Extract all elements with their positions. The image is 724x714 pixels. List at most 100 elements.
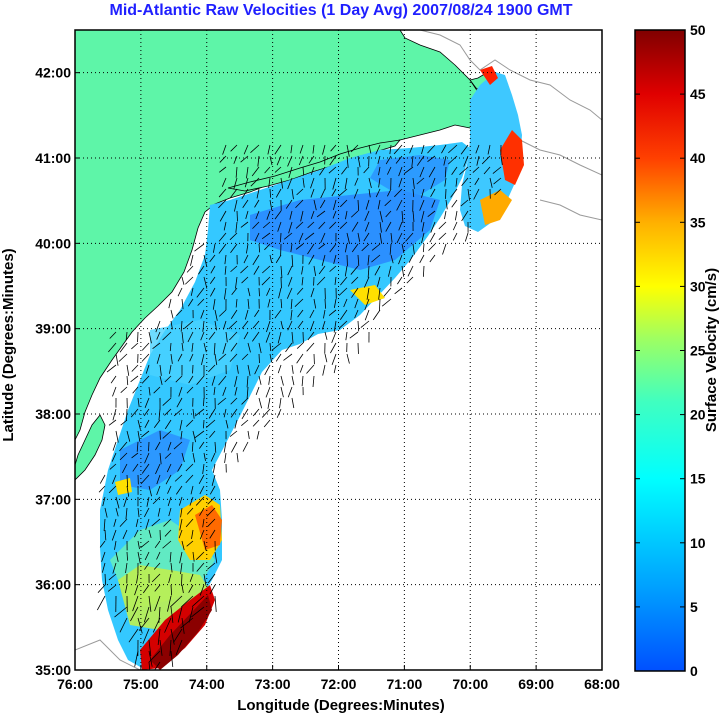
velocity-arrow: [287, 177, 293, 190]
colorbar-tick-label: 35: [690, 214, 706, 230]
velocity-arrow: [320, 188, 326, 199]
velocity-arrow: [206, 419, 216, 428]
velocity-arrow: [351, 276, 359, 284]
velocity-arrow: [280, 386, 284, 398]
velocity-arrow: [234, 375, 238, 387]
velocity-arrow: [430, 221, 436, 233]
velocity-arrow: [427, 210, 436, 218]
velocity-arrow: [405, 232, 414, 242]
velocity-arrow: [377, 155, 381, 164]
velocity-arrow: [368, 144, 372, 154]
velocity-arrow: [338, 188, 348, 197]
velocity-arrow: [166, 463, 172, 473]
velocity-arrow: [202, 320, 205, 332]
velocity-arrow: [169, 551, 172, 563]
velocity-arrow: [324, 331, 328, 340]
velocity-arrow: [148, 595, 152, 612]
velocity-arrow: [132, 386, 139, 394]
velocity-arrow: [313, 265, 317, 277]
velocity-arrow: [115, 551, 119, 562]
velocity-arrow: [169, 342, 172, 352]
velocity-arrow: [137, 507, 140, 518]
velocity-arrow: [487, 144, 491, 155]
velocity-arrow: [250, 144, 260, 154]
velocity-arrow: [194, 430, 205, 439]
velocity-arrow: [157, 507, 161, 517]
velocity-arrow: [154, 595, 161, 612]
velocity-arrow: [279, 397, 282, 409]
velocity-arrow: [170, 562, 173, 573]
velocity-arrow: [379, 221, 382, 233]
velocity-arrow: [366, 287, 370, 300]
velocity-arrow: [363, 232, 370, 242]
delmarva-coast: [75, 414, 106, 481]
velocity-arrow: [162, 430, 172, 439]
velocity-arrow: [494, 188, 502, 196]
velocity-arrow: [416, 177, 425, 185]
velocity-arrow: [189, 353, 194, 362]
velocity-arrow: [398, 177, 403, 188]
velocity-arrow: [451, 166, 458, 175]
velocity-arrow: [266, 320, 271, 333]
velocity-arrow: [203, 397, 205, 407]
velocity-arrow: [236, 210, 238, 222]
velocity-arrow: [168, 507, 172, 517]
velocity-arrow: [333, 298, 337, 308]
velocity-arrow: [393, 144, 403, 155]
velocity-arrow: [186, 419, 194, 427]
velocity-arrow: [235, 298, 238, 308]
velocity-arrow: [384, 199, 392, 207]
velocity-arrow: [148, 639, 152, 656]
velocity-arrow: [233, 155, 238, 164]
velocity-arrow: [102, 496, 106, 507]
velocity-arrow: [357, 199, 360, 211]
velocity-arrow: [217, 397, 227, 405]
velocity-arrow: [429, 232, 436, 243]
velocity-arrow: [438, 221, 447, 230]
velocity-arrow: [222, 144, 227, 155]
velocity-arrow: [383, 287, 392, 297]
colorbar: 0 5 10 15 20 25 30 35 40 45 50 Surface Velocity (c…: [634, 22, 720, 679]
velocity-arrow: [188, 606, 194, 623]
velocity-arrow: [211, 375, 216, 386]
velocity-field: [100, 66, 524, 670]
velocity-arrow: [371, 254, 381, 263]
velocity-arrow: [144, 562, 150, 570]
velocity-arrow: [475, 144, 480, 154]
velocity-arrow: [430, 177, 436, 190]
y-tick-label: 38:00: [35, 406, 71, 422]
velocity-arrow: [199, 584, 205, 596]
velocity-arrow: [224, 265, 227, 275]
velocity-arrow: [318, 221, 326, 230]
velocity-arrow: [208, 364, 216, 373]
velocity-arrow: [268, 177, 271, 188]
velocity-arrow: [175, 375, 183, 383]
colorbar-ticks: 0 5 10 15 20 25 30 35 40 45 50: [635, 22, 706, 679]
velocity-arrow: [219, 166, 227, 173]
velocity-arrow: [177, 287, 183, 297]
velocity-arrow: [225, 419, 229, 429]
x-tick-label: 70:00: [452, 676, 488, 692]
velocity-arrow: [253, 265, 260, 275]
velocity-arrow: [340, 276, 348, 286]
velocity-arrow: [371, 243, 381, 251]
velocity-arrow: [181, 584, 184, 594]
velocity-arrow: [321, 254, 326, 266]
velocity-arrow: [210, 265, 216, 274]
velocity-arrow: [343, 298, 348, 308]
velocity-arrow: [210, 287, 216, 297]
velocity-arrow: [179, 551, 183, 564]
velocity-arrow: [344, 265, 348, 277]
velocity-arrow: [110, 375, 117, 384]
velocity-arrow: [339, 320, 348, 329]
velocity-arrow: [233, 177, 238, 190]
velocity-arrow: [115, 430, 119, 443]
velocity-arrow: [146, 496, 150, 507]
velocity-arrow: [209, 485, 216, 495]
velocity-arrow: [119, 441, 128, 452]
velocity-arrow: [230, 342, 238, 352]
velocity-arrow: [269, 188, 271, 198]
velocity-arrow: [310, 287, 315, 298]
velocity-arrow: [206, 507, 216, 517]
fast-zone: [480, 66, 498, 85]
